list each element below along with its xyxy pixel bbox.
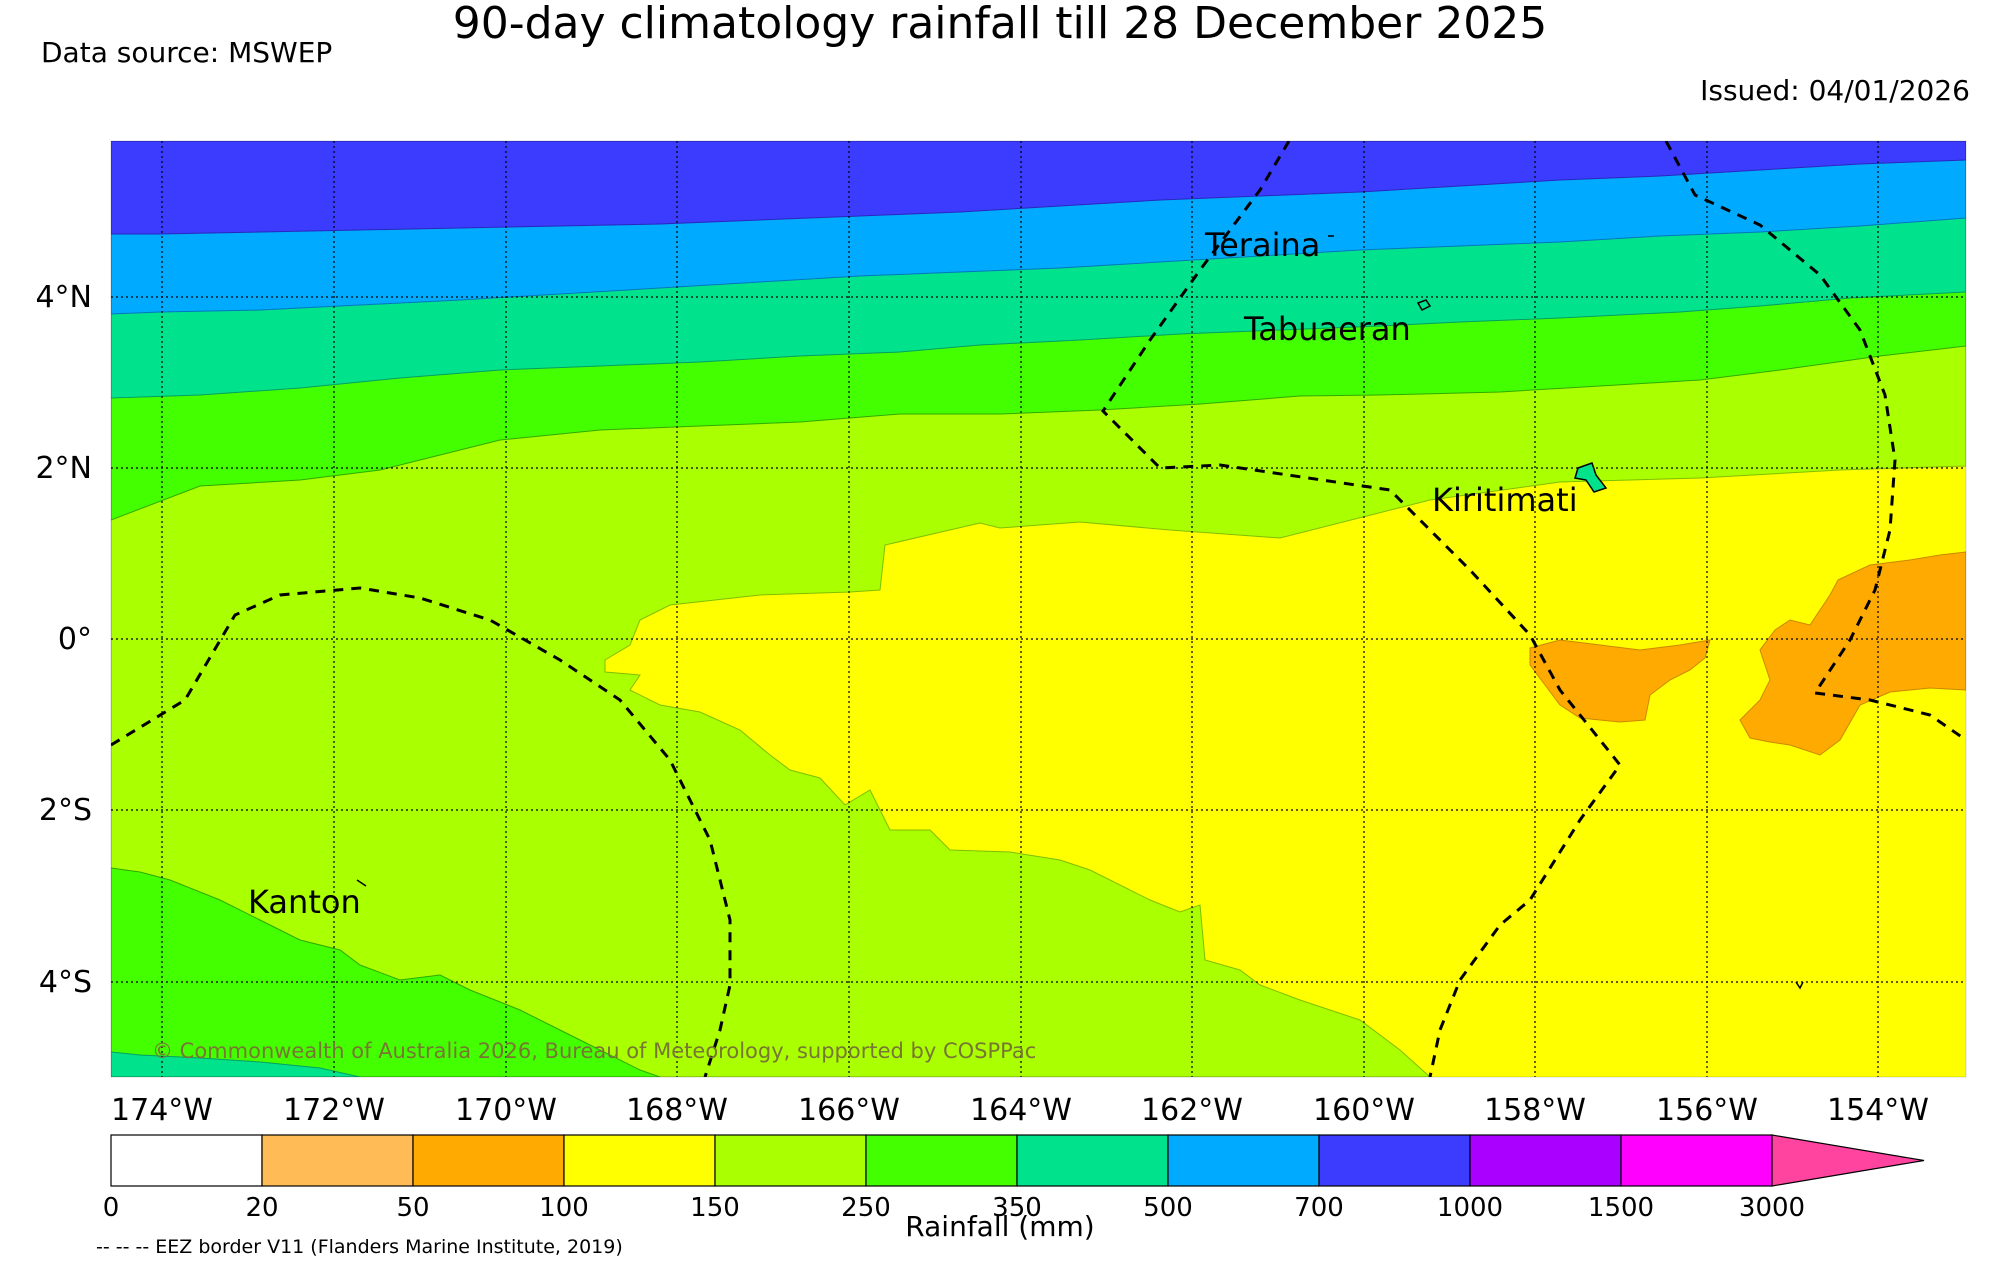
colorbar-tick-2: 50 bbox=[396, 1193, 429, 1223]
colorbar-tick-6: 350 bbox=[992, 1193, 1042, 1223]
colorbar-tick-7: 500 bbox=[1143, 1193, 1193, 1223]
lat-label-2s: 2°S bbox=[39, 793, 92, 828]
band-green-south bbox=[111, 867, 661, 1077]
lon-label-164w: 164°W bbox=[970, 1093, 1072, 1128]
colorbar-tick-0: 0 bbox=[103, 1193, 120, 1223]
lat-label-4s: 4°S bbox=[39, 965, 92, 1000]
lon-label-174w: 174°W bbox=[111, 1093, 213, 1128]
lon-label-170w: 170°W bbox=[455, 1093, 557, 1128]
colorbar-swatch-3 bbox=[563, 1134, 716, 1187]
lat-label-4n: 4°N bbox=[35, 280, 92, 315]
island-kanton bbox=[356, 879, 367, 887]
island-tabuaeran bbox=[1416, 299, 1432, 311]
colorbar-tick-11: 3000 bbox=[1739, 1193, 1805, 1223]
colorbar-swatch-1 bbox=[261, 1134, 414, 1187]
colorbar-tick-1: 20 bbox=[245, 1193, 278, 1223]
issued-date: Issued: 04/01/2026 bbox=[1700, 74, 1970, 107]
colorbar-swatch-10 bbox=[1620, 1134, 1773, 1187]
eez-note: -- -- -- EEZ border V11 (Flanders Marine… bbox=[96, 1236, 623, 1258]
island-kiritimati bbox=[1574, 462, 1608, 493]
colorbar-tick-5: 250 bbox=[841, 1193, 891, 1223]
eez-line-ne bbox=[1101, 141, 1622, 1077]
lon-label-166w: 166°W bbox=[798, 1093, 900, 1128]
graticule bbox=[111, 141, 1966, 1077]
colorbar-tick-8: 700 bbox=[1294, 1193, 1344, 1223]
colorbar-swatch-9 bbox=[1469, 1134, 1622, 1187]
colorbar-tick-4: 150 bbox=[690, 1193, 740, 1223]
lon-label-154w: 154°W bbox=[1827, 1093, 1929, 1128]
lon-label-156w: 156°W bbox=[1656, 1093, 1758, 1128]
place-label-teraina: Teraina bbox=[1204, 226, 1320, 264]
colorbar-tick-10: 1500 bbox=[1588, 1193, 1654, 1223]
rainfall-contours bbox=[111, 141, 1966, 1077]
band-teal-south bbox=[111, 1051, 361, 1077]
band-orange-1 bbox=[1529, 639, 1711, 723]
island-east bbox=[1795, 981, 1804, 990]
place-label-kanton: Kanton bbox=[248, 883, 361, 921]
colorbar-swatch-2 bbox=[412, 1134, 565, 1187]
data-source: Data source: MSWEP bbox=[41, 36, 333, 69]
colorbar-swatch-4 bbox=[714, 1134, 867, 1187]
islands bbox=[356, 235, 1804, 990]
lat-label-eq: 0° bbox=[58, 622, 92, 657]
colorbar-ticks: 0 20 50 100 150 250 350 500 700 1000 1500 3000 bbox=[103, 1193, 1805, 1223]
lon-label-172w: 172°W bbox=[283, 1093, 385, 1128]
band-purple bbox=[111, 141, 1966, 235]
lon-label-162w: 162°W bbox=[1141, 1093, 1243, 1128]
lat-label-2n: 2°N bbox=[35, 451, 92, 486]
colorbar-swatch-6 bbox=[1016, 1134, 1169, 1187]
lon-label-168w: 168°W bbox=[626, 1093, 728, 1128]
colorbar-tick-3: 100 bbox=[539, 1193, 589, 1223]
colorbar-swatch-8 bbox=[1318, 1134, 1471, 1187]
colorbar-swatch-11 bbox=[1771, 1134, 1925, 1187]
eez-borders bbox=[111, 141, 1966, 1077]
eez-line-sw bbox=[111, 586, 732, 1077]
place-label-tabuaeran: Tabuaeran bbox=[1243, 310, 1411, 348]
map-frame bbox=[110, 140, 1967, 1078]
colorbar-swatch-7 bbox=[1167, 1134, 1320, 1187]
colorbar bbox=[110, 1134, 1925, 1187]
copyright-text: © Commonwealth of Australia 2026, Bureau… bbox=[152, 1039, 1036, 1063]
band-orange-2 bbox=[1739, 551, 1966, 756]
colorbar-swatch-5 bbox=[865, 1134, 1018, 1187]
colorbar-swatch-0 bbox=[110, 1134, 263, 1187]
place-label-kiritimati: Kiritimati bbox=[1432, 481, 1578, 519]
eez-line-east bbox=[1664, 141, 1966, 742]
page-title: 90-day climatology rainfall till 28 Dece… bbox=[452, 0, 1548, 49]
colorbar-tick-9: 1000 bbox=[1437, 1193, 1503, 1223]
colorbar-label: Rainfall (mm) bbox=[905, 1210, 1095, 1243]
lon-label-158w: 158°W bbox=[1484, 1093, 1586, 1128]
lon-label-160w: 160°W bbox=[1313, 1093, 1415, 1128]
